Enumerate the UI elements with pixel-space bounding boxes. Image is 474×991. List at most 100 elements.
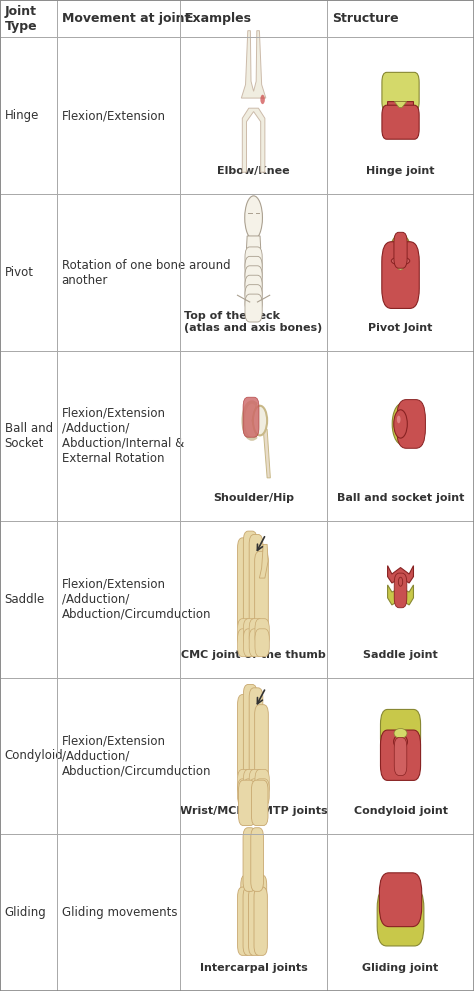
Polygon shape xyxy=(263,429,270,478)
FancyBboxPatch shape xyxy=(382,105,419,139)
Bar xyxy=(180,351,327,521)
Bar xyxy=(0,351,57,521)
FancyBboxPatch shape xyxy=(243,685,257,782)
FancyBboxPatch shape xyxy=(237,538,251,632)
Text: Hinge joint: Hinge joint xyxy=(366,166,435,176)
FancyBboxPatch shape xyxy=(381,730,420,780)
FancyBboxPatch shape xyxy=(394,573,407,607)
FancyBboxPatch shape xyxy=(252,887,267,917)
Text: Structure: Structure xyxy=(332,12,399,25)
FancyBboxPatch shape xyxy=(243,887,256,955)
FancyBboxPatch shape xyxy=(237,618,252,646)
Bar xyxy=(57,834,180,991)
Bar xyxy=(327,834,474,991)
FancyBboxPatch shape xyxy=(255,551,268,632)
Circle shape xyxy=(394,409,407,438)
Text: Condyloid: Condyloid xyxy=(5,749,64,762)
FancyBboxPatch shape xyxy=(241,875,255,905)
Polygon shape xyxy=(259,544,268,578)
Polygon shape xyxy=(394,102,407,107)
Bar xyxy=(327,521,474,678)
FancyBboxPatch shape xyxy=(249,779,264,806)
Bar xyxy=(57,678,180,834)
Bar xyxy=(327,351,474,521)
FancyBboxPatch shape xyxy=(245,284,262,312)
Bar xyxy=(57,521,180,678)
Polygon shape xyxy=(388,566,413,583)
FancyBboxPatch shape xyxy=(255,769,269,797)
FancyBboxPatch shape xyxy=(249,534,263,632)
Text: Ball and socket joint: Ball and socket joint xyxy=(337,493,464,503)
FancyBboxPatch shape xyxy=(255,705,268,782)
FancyBboxPatch shape xyxy=(246,887,261,917)
Polygon shape xyxy=(241,31,266,98)
FancyBboxPatch shape xyxy=(241,887,255,917)
Bar xyxy=(57,38,180,194)
FancyBboxPatch shape xyxy=(255,618,269,646)
Bar xyxy=(180,0,327,38)
Text: Movement at joint: Movement at joint xyxy=(62,12,190,25)
FancyBboxPatch shape xyxy=(397,399,425,448)
Text: Ball and
Socket: Ball and Socket xyxy=(5,422,53,450)
Circle shape xyxy=(260,95,265,104)
Text: Gliding: Gliding xyxy=(5,906,46,919)
Ellipse shape xyxy=(245,196,263,240)
FancyBboxPatch shape xyxy=(255,629,269,657)
FancyBboxPatch shape xyxy=(248,887,262,955)
Text: Saddle: Saddle xyxy=(5,593,45,606)
Polygon shape xyxy=(388,585,413,605)
Ellipse shape xyxy=(394,728,407,738)
FancyBboxPatch shape xyxy=(243,779,258,806)
Bar xyxy=(0,834,57,991)
Bar xyxy=(0,38,57,194)
Polygon shape xyxy=(246,236,261,254)
Text: Top of the neck
(atlas and axis bones): Top of the neck (atlas and axis bones) xyxy=(184,311,323,333)
Text: Elbow/Knee: Elbow/Knee xyxy=(217,166,290,176)
FancyBboxPatch shape xyxy=(394,232,407,269)
FancyBboxPatch shape xyxy=(237,769,252,797)
Ellipse shape xyxy=(393,734,408,749)
Text: Flexion/Extension: Flexion/Extension xyxy=(62,109,165,122)
FancyBboxPatch shape xyxy=(245,257,262,284)
Text: Shoulder/Hip: Shoulder/Hip xyxy=(213,493,294,503)
Text: Pivot: Pivot xyxy=(5,266,34,279)
Bar xyxy=(180,521,327,678)
Ellipse shape xyxy=(391,257,410,265)
Text: Rotation of one bone around
another: Rotation of one bone around another xyxy=(62,259,230,286)
FancyBboxPatch shape xyxy=(237,695,251,782)
FancyBboxPatch shape xyxy=(382,72,419,112)
Wedge shape xyxy=(243,401,256,439)
FancyBboxPatch shape xyxy=(243,629,258,657)
FancyBboxPatch shape xyxy=(245,247,262,275)
Bar xyxy=(327,38,474,194)
Bar xyxy=(57,0,180,38)
FancyBboxPatch shape xyxy=(251,780,268,826)
FancyBboxPatch shape xyxy=(243,397,259,437)
Text: Intercarpal joints: Intercarpal joints xyxy=(200,963,308,973)
FancyBboxPatch shape xyxy=(243,827,256,891)
Text: Saddle joint: Saddle joint xyxy=(363,650,438,660)
FancyBboxPatch shape xyxy=(245,266,262,293)
Text: Flexion/Extension
/Adduction/
Abduction/Circumduction: Flexion/Extension /Adduction/ Abduction/… xyxy=(62,578,211,620)
FancyBboxPatch shape xyxy=(381,710,420,753)
Bar xyxy=(0,0,57,38)
FancyBboxPatch shape xyxy=(245,275,262,303)
Bar xyxy=(0,521,57,678)
Circle shape xyxy=(389,234,412,282)
Text: Pivot Joint: Pivot Joint xyxy=(368,323,433,333)
Text: Gliding movements: Gliding movements xyxy=(62,906,177,919)
Text: Hinge: Hinge xyxy=(5,109,39,122)
FancyBboxPatch shape xyxy=(238,780,255,826)
Circle shape xyxy=(397,415,401,423)
Bar xyxy=(327,194,474,351)
FancyBboxPatch shape xyxy=(254,887,267,955)
Bar xyxy=(327,0,474,38)
Bar xyxy=(180,38,327,194)
Text: Condyloid joint: Condyloid joint xyxy=(354,807,447,817)
FancyBboxPatch shape xyxy=(249,618,264,646)
Bar xyxy=(180,678,327,834)
FancyBboxPatch shape xyxy=(394,737,407,775)
Bar xyxy=(0,678,57,834)
Text: Joint
Type: Joint Type xyxy=(5,5,37,33)
Circle shape xyxy=(398,577,403,587)
